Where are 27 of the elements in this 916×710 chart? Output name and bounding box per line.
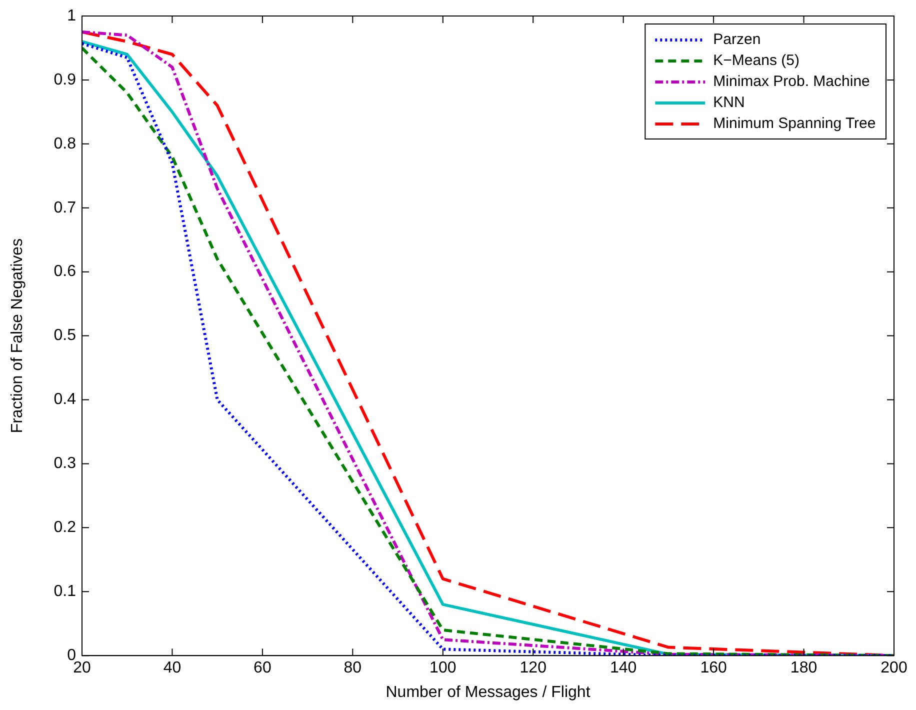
- x-axis-title: Number of Messages / Flight: [386, 684, 591, 701]
- y-tick-label: 0.2: [54, 519, 76, 536]
- y-axis-title: Fraction of False Negatives: [9, 238, 26, 434]
- legend-label: K−Means (5): [713, 52, 800, 70]
- y-tick-label: 0.3: [54, 455, 76, 472]
- legend-label: Minimax Prob. Machine: [713, 73, 870, 90]
- legend-label: Parzen: [713, 31, 761, 48]
- x-tick-label: 180: [790, 660, 818, 677]
- x-tick-label: 80: [344, 660, 362, 677]
- y-tick-label: 0.7: [54, 199, 76, 216]
- x-tick-label: 20: [73, 660, 91, 677]
- legend-label: Minimum Spanning Tree: [713, 115, 876, 132]
- x-tick-label: 100: [430, 660, 456, 677]
- y-tick-label: 1: [67, 7, 76, 24]
- x-tick-label: 160: [700, 660, 727, 677]
- x-tick-label: 120: [520, 660, 547, 677]
- y-tick-label: 0.4: [54, 391, 76, 408]
- y-tick-label: 0.8: [54, 135, 76, 152]
- y-tick-label: 0.1: [54, 583, 76, 600]
- x-tick-label: 140: [610, 660, 637, 677]
- y-tick-label: 0.6: [54, 263, 76, 280]
- legend-label: KNN: [713, 94, 745, 112]
- x-tick-label: 60: [254, 660, 272, 677]
- y-tick-label: 0.9: [54, 71, 76, 88]
- x-tick-label: 200: [880, 660, 908, 677]
- y-tick-label: 0.5: [54, 327, 76, 344]
- x-tick-label: 40: [163, 660, 182, 677]
